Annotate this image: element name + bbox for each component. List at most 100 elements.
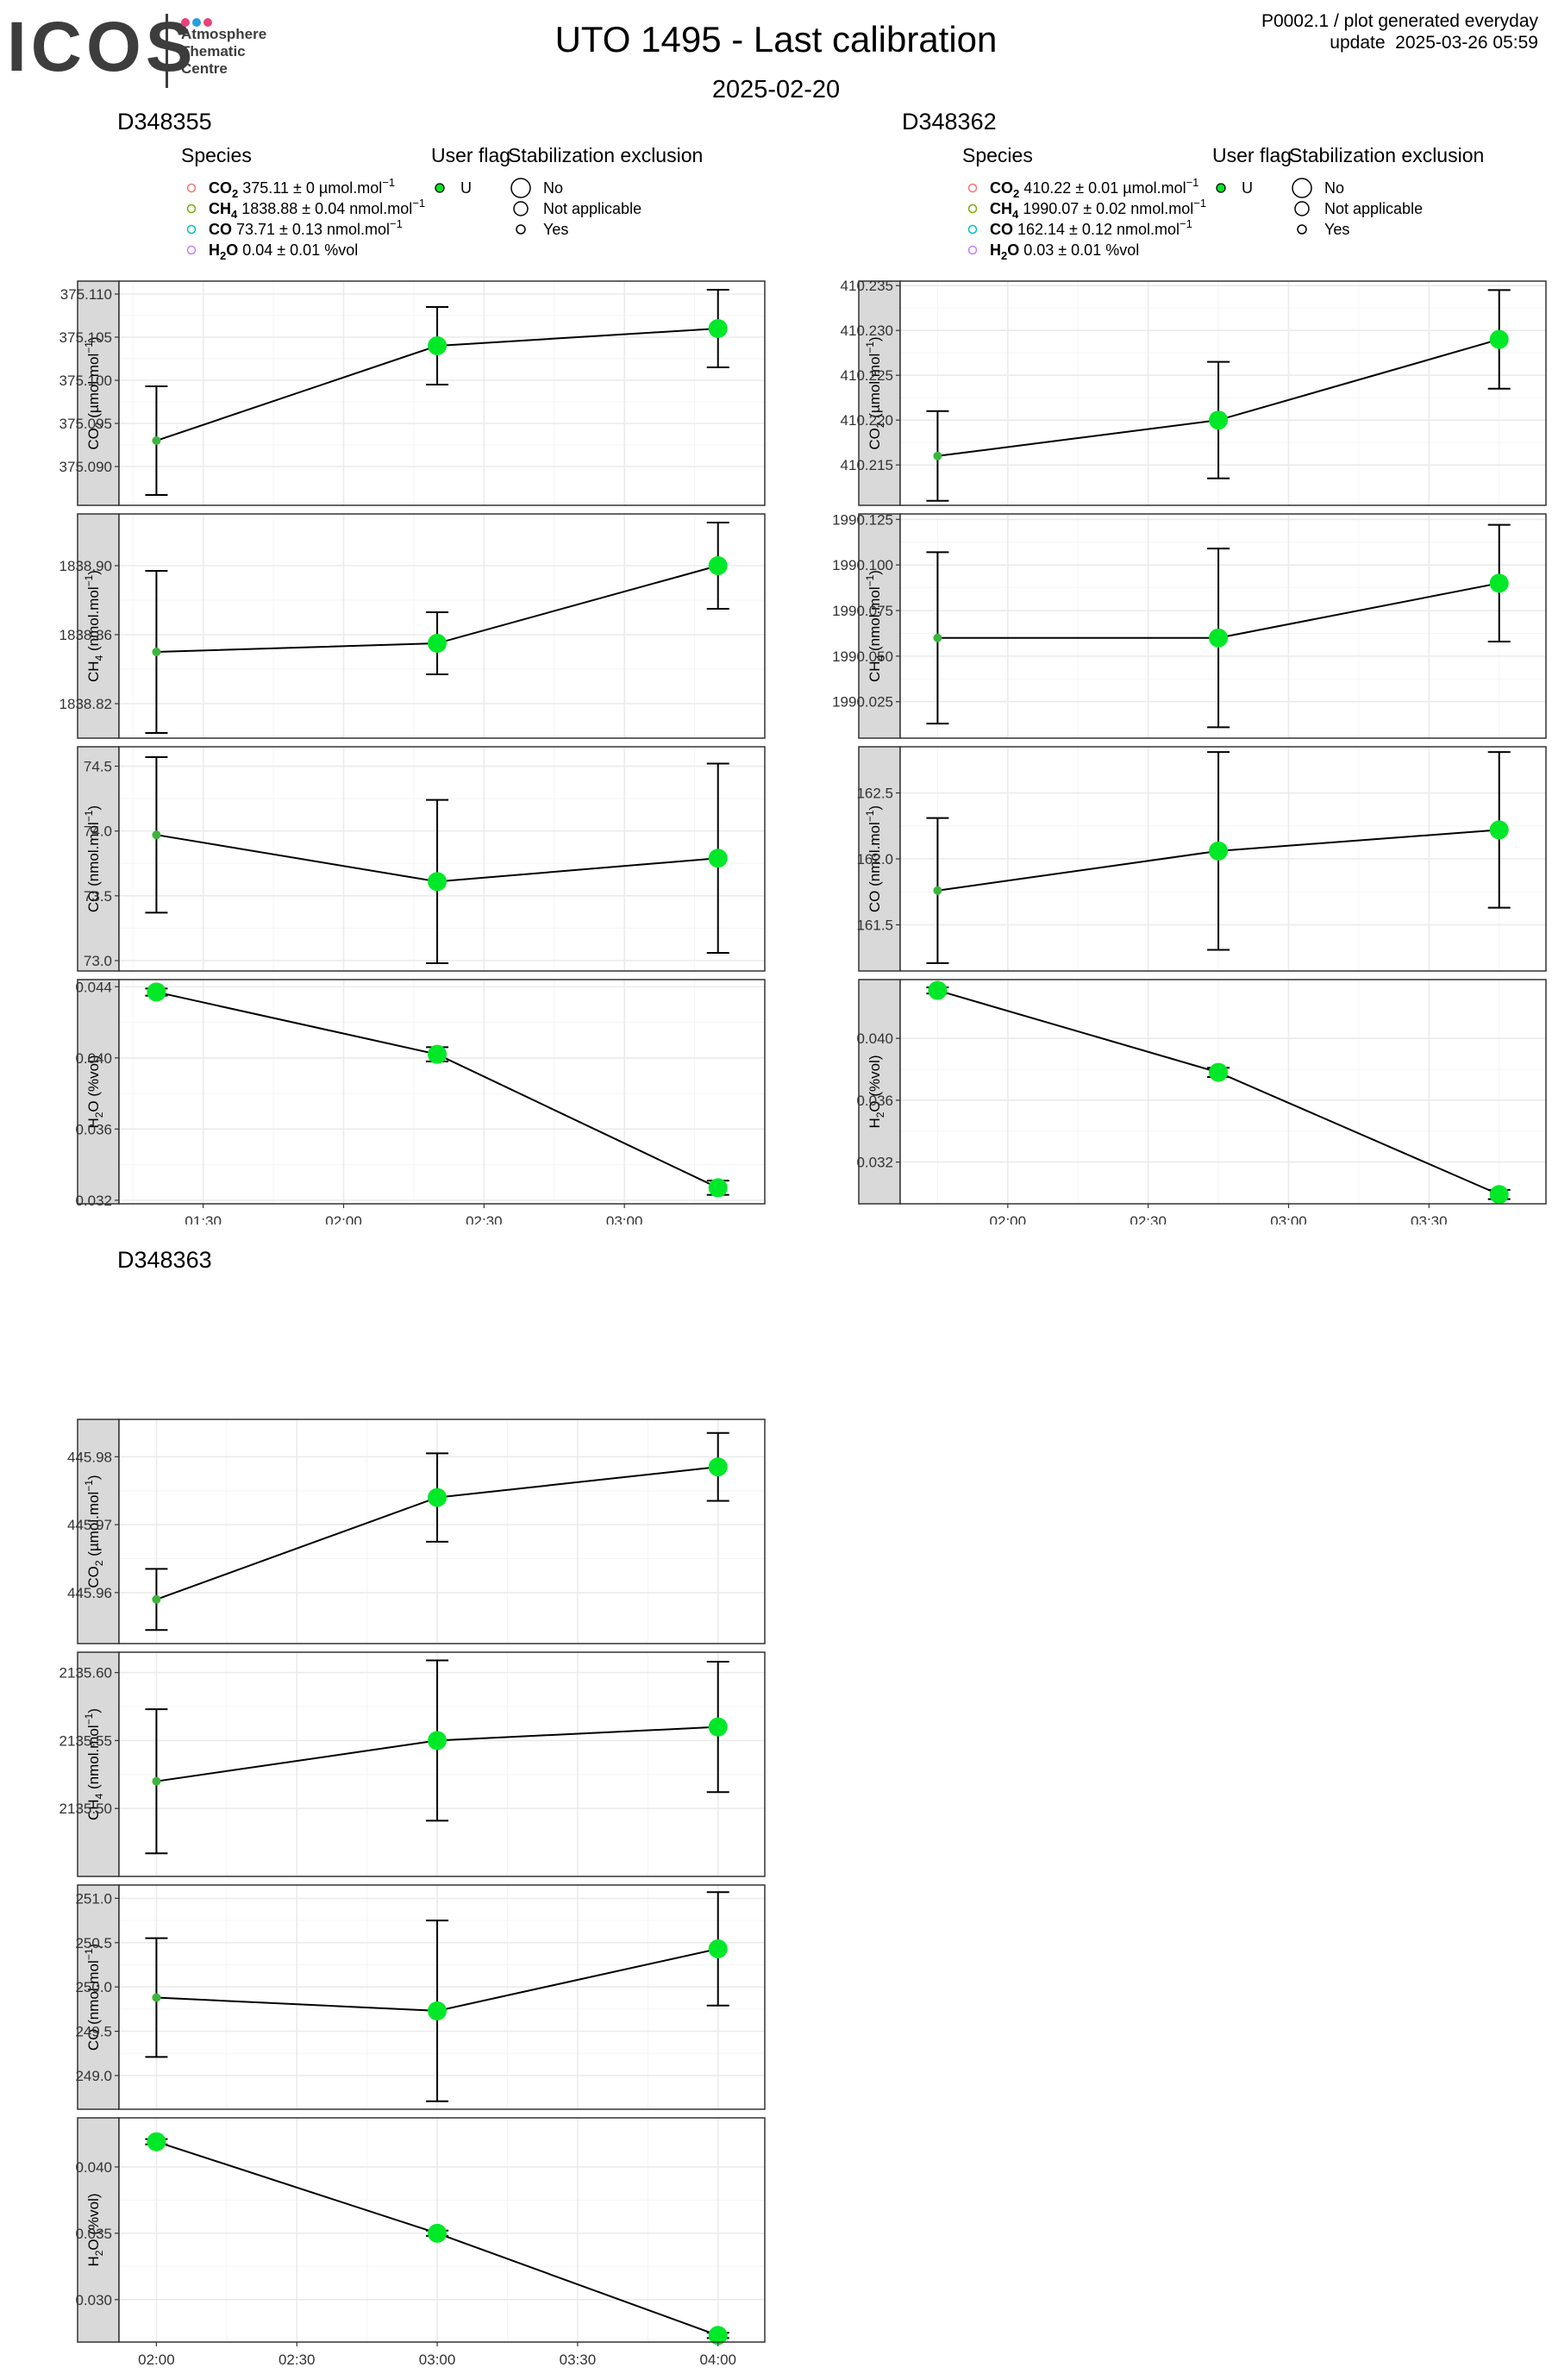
data-point <box>1209 410 1229 430</box>
data-point <box>428 1731 447 1751</box>
y-tick-label: 410.235 <box>841 278 893 294</box>
panel-4: H2O (%vol) 0.032 0.036 0.040 02:00 02:30 03:00… <box>856 979 1547 1224</box>
panel-strip <box>77 1419 120 1644</box>
y-tick-label: 251.0 <box>75 1890 112 1907</box>
panel-border <box>118 746 766 972</box>
chart-title: D348362 <box>902 109 997 135</box>
y-tick-label: 0.040 <box>75 1050 112 1067</box>
panel-border <box>899 513 1547 739</box>
panel-2: CH4 (nmol.mol−1) 1990.025 1990.050 1990.075… <box>832 511 1547 739</box>
legend-userflag-title: User flag <box>431 144 510 166</box>
y-tick-label: 250.5 <box>75 1935 112 1951</box>
panel-2: CH4 (nmol.mol−1) 1838.82 1838.86 1838.90 <box>59 513 766 739</box>
plot-info: P0002.1 / plot generated everyday update… <box>1261 10 1538 53</box>
legend-userflag-dot <box>435 183 445 193</box>
x-tick-label: 02:00 <box>138 2352 175 2368</box>
data-point <box>428 634 447 653</box>
data-point <box>152 1993 161 2002</box>
legend-stab-symbol <box>1294 201 1310 216</box>
panel-strip <box>77 746 120 972</box>
data-point <box>708 1178 728 1198</box>
legend-species-dot <box>186 183 197 193</box>
y-tick-label: 1990.075 <box>832 603 893 619</box>
y-tick-label: 1838.86 <box>59 627 112 643</box>
legend-species-label: CO2 410.22 ± 0.01 µmol.mol−1 <box>990 176 1198 200</box>
y-axis-label: CO2 (µmol.mol−1) <box>864 336 886 449</box>
legend-userflag-title: User flag <box>1212 144 1292 166</box>
panel-4: H2O (%vol) 0.030 0.035 0.040 02:00 02:30 03:00… <box>75 2117 766 2368</box>
y-axis-label: CO (nmol.mol−1) <box>864 805 883 912</box>
data-point <box>1209 841 1229 861</box>
panel-border <box>118 513 766 739</box>
data-point <box>1209 628 1229 648</box>
logo-dots <box>181 16 215 27</box>
data-point <box>928 980 948 1000</box>
panel-1: CO2 (µmol.mol−1) 375.090 375.095 375.100 375… <box>59 280 766 506</box>
legend-stab-label: Not applicable <box>1324 200 1423 217</box>
legend-species-label: CH4 1838.88 ± 0.04 nmol.mol−1 <box>209 197 425 221</box>
panel-background <box>900 980 1546 1204</box>
x-tick-label: 01:30 <box>185 1213 222 1224</box>
y-tick-label: 445.96 <box>67 1585 112 1601</box>
data-point <box>147 2132 166 2151</box>
panel-border <box>118 979 766 1205</box>
panel-background <box>900 281 1546 505</box>
y-axis-label: CH4 (nmol.mol−1) <box>83 1708 105 1820</box>
y-tick-label: 375.100 <box>59 373 112 389</box>
data-point <box>1489 573 1509 593</box>
data-point <box>708 319 728 338</box>
y-axis-label: CH4 (nmol.mol−1) <box>864 570 886 682</box>
y-axis-label: CO2 (µmol.mol−1) <box>83 336 105 449</box>
x-tick-label: 02:30 <box>466 1213 503 1224</box>
x-tick-label: 03:30 <box>560 2352 597 2368</box>
x-tick-label: 02:00 <box>325 1213 362 1224</box>
panel-background <box>119 1652 765 1876</box>
x-tick-label: 02:30 <box>1130 1213 1167 1224</box>
legend-stab-label: No <box>1324 179 1344 197</box>
data-point <box>428 2223 447 2243</box>
y-tick-label: 375.110 <box>60 286 112 303</box>
legend-species-dot <box>967 245 978 255</box>
x-tick-label: 02:30 <box>278 2352 316 2368</box>
legend-species-label: CO 162.14 ± 0.12 nmol.mol−1 <box>990 217 1192 238</box>
data-point <box>933 633 942 642</box>
panel-background <box>900 514 1546 738</box>
y-axis-label: H2O (%vol) <box>867 1055 886 1128</box>
y-tick-label: 250.0 <box>75 1979 112 1995</box>
panel-border <box>118 2117 766 2343</box>
panel-strip <box>77 513 120 739</box>
y-tick-label: 1838.90 <box>59 558 112 574</box>
x-tick-label: 03:00 <box>1270 1213 1307 1224</box>
data-point <box>428 336 447 355</box>
y-tick-label: 0.036 <box>856 1093 893 1109</box>
x-tick-label: 02:00 <box>990 1213 1027 1224</box>
chart-d348362: D348362 Species CO2 410.22 ± 0.01 µmol.mol… <box>832 109 1547 1224</box>
y-tick-label: 0.040 <box>75 2159 112 2176</box>
calibration-date: 2025-02-20 <box>711 76 841 103</box>
legend-species-label: CO2 375.11 ± 0 µmol.mol−1 <box>209 176 395 200</box>
panel-3: CO (nmol.mol−1) 249.0 249.5 250.0 250.5 251.0 <box>75 1884 766 2110</box>
data-point <box>1489 820 1509 840</box>
panel-2: CH4 (nmol.mol−1)2135.50 2135.55 2135.60 <box>59 1651 766 1877</box>
logo-dot-1 <box>181 18 190 27</box>
data-point <box>152 648 161 656</box>
data-point <box>933 451 942 460</box>
panel-background <box>119 747 765 971</box>
legend-userflag-label: U <box>460 179 472 197</box>
y-tick-label: 1990.050 <box>832 648 893 665</box>
panel-strip <box>77 280 120 506</box>
legend-species-label: CH4 1990.07 ± 0.02 nmol.mol−1 <box>990 197 1206 221</box>
legend-userflag-label: U <box>1242 179 1253 197</box>
y-tick-label: 375.105 <box>59 329 112 346</box>
y-tick-label: 445.98 <box>67 1449 112 1465</box>
y-tick-label: 74.5 <box>84 759 112 775</box>
y-tick-label: 0.036 <box>75 1121 112 1137</box>
panel-border <box>118 1651 766 1877</box>
data-point <box>1489 329 1509 349</box>
y-tick-label: 1990.025 <box>832 694 893 711</box>
y-tick-label: 161.5 <box>856 917 893 933</box>
y-axis-label: CO (nmol.mol−1) <box>83 805 102 912</box>
panel-1: CO2 (µmol.mol−1) 410.215 410.220 410.225 410… <box>841 278 1547 506</box>
data-point <box>708 1938 728 1958</box>
